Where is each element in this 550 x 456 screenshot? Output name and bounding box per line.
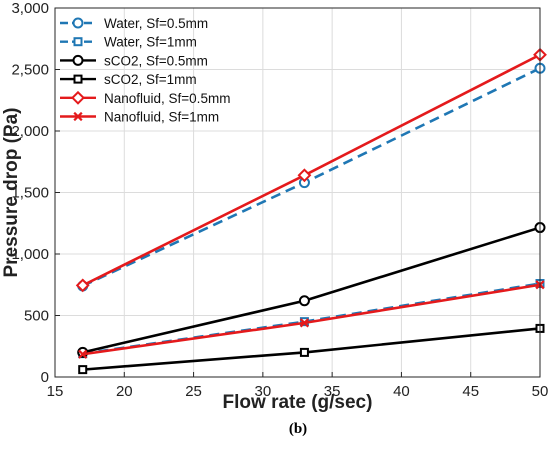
x-tick-label: 45 (462, 383, 479, 400)
legend-marker (73, 37, 83, 47)
y-tick-label: 500 (24, 308, 49, 325)
x-tick-label: 15 (47, 383, 64, 400)
y-axis-label: Pressure drop (Pa) (1, 108, 22, 278)
y-tick-label: 1,500 (11, 185, 49, 202)
legend-label: Nanofluid, Sf=0.5mm (104, 91, 230, 106)
x-tick-label: 25 (185, 383, 202, 400)
x-tick-label: 30 (255, 383, 272, 400)
legend-entry: sCO2, Sf=0.5mm (60, 53, 208, 68)
legend-marker (71, 90, 85, 105)
data-point-marker (78, 365, 88, 375)
legend-label: Water, Sf=0.5mm (104, 16, 208, 31)
y-axis-ticks: 0 500 1,000 1,500 2,000 2,500 3,000 (11, 0, 60, 386)
y-tick-label: 2,500 (11, 62, 49, 79)
legend-marker (73, 111, 83, 122)
legend-entry: Nanofluid, Sf=0.5mm (60, 91, 230, 106)
legend-label: Water, Sf=1mm (104, 35, 197, 50)
legend-entry: Water, Sf=1mm (60, 35, 197, 50)
data-point-marker (299, 347, 309, 357)
legend-marker (72, 54, 84, 66)
legend-entry: sCO2, Sf=1mm (60, 72, 197, 87)
y-tick-label: 3,000 (11, 0, 49, 17)
y-tick-label: 0 (41, 369, 49, 386)
x-tick-label: 40 (393, 383, 410, 400)
data-point-marker (299, 318, 310, 328)
data-point-marker (78, 349, 88, 359)
legend-label: Nanofluid, Sf=1mm (104, 110, 219, 125)
legend-label: sCO2, Sf=1mm (104, 72, 197, 87)
x-tick-label: 50 (532, 383, 549, 400)
data-point-marker (75, 278, 90, 293)
legend: Water, Sf=0.5mm Water, Sf=1mm sCO2, Sf=0.5… (60, 16, 230, 125)
legend-entry: Water, Sf=0.5mm (60, 16, 208, 31)
figure-caption: (b) (289, 421, 307, 437)
x-tick-label: 20 (116, 383, 133, 400)
legend-label: sCO2, Sf=0.5mm (104, 53, 208, 68)
y-tick-label: 1,000 (11, 246, 49, 263)
x-axis-label: Flow rate (g/sec) (223, 392, 373, 413)
series-nanofluid-sf-0-5mm (75, 47, 547, 293)
x-axis-ticks: 15 20 25 30 35 40 45 50 (47, 372, 549, 400)
data-point-marker (298, 295, 310, 307)
x-tick-label: 35 (324, 383, 341, 400)
legend-entry: Nanofluid, Sf=1mm (60, 110, 219, 125)
series-layer (75, 47, 547, 375)
legend-marker (72, 17, 84, 29)
data-point-marker (297, 168, 312, 183)
legend-marker (73, 74, 83, 84)
y-tick-label: 2,000 (11, 123, 49, 140)
